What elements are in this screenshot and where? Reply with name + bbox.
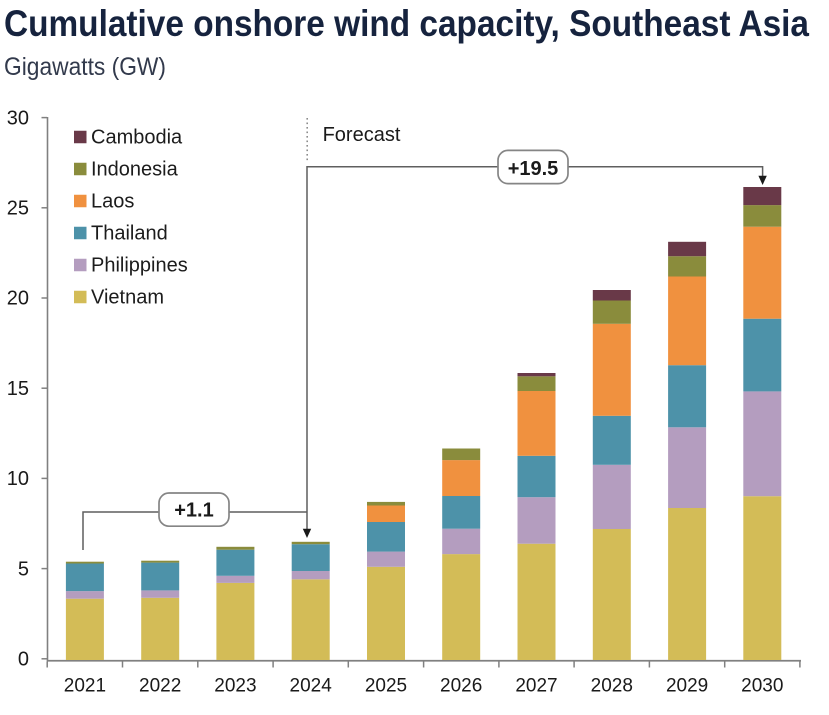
svg-text:Thailand: Thailand bbox=[91, 223, 168, 245]
svg-text:Forecast: Forecast bbox=[323, 124, 401, 146]
svg-text:2030: 2030 bbox=[741, 676, 783, 697]
svg-text:2024: 2024 bbox=[290, 676, 333, 697]
svg-text:2026: 2026 bbox=[440, 676, 482, 697]
svg-text:Indonesia: Indonesia bbox=[91, 159, 179, 181]
svg-text:10: 10 bbox=[7, 468, 29, 490]
svg-text:2021: 2021 bbox=[64, 676, 106, 697]
svg-text:2023: 2023 bbox=[214, 676, 256, 697]
svg-text:0: 0 bbox=[18, 649, 29, 671]
svg-text:30: 30 bbox=[7, 107, 29, 129]
svg-text:Cambodia: Cambodia bbox=[91, 127, 183, 149]
svg-text:Philippines: Philippines bbox=[91, 255, 188, 277]
svg-text:15: 15 bbox=[7, 378, 29, 400]
svg-text:Cumulative onshore wind capaci: Cumulative onshore wind capacity, Southe… bbox=[4, 3, 809, 44]
svg-text:Vietnam: Vietnam bbox=[91, 287, 164, 309]
svg-text:+1.1: +1.1 bbox=[174, 500, 213, 522]
svg-text:2022: 2022 bbox=[139, 676, 181, 697]
svg-text:25: 25 bbox=[7, 198, 29, 220]
svg-text:Gigawatts (GW): Gigawatts (GW) bbox=[4, 53, 166, 81]
svg-text:20: 20 bbox=[7, 288, 29, 310]
svg-text:5: 5 bbox=[18, 558, 29, 580]
svg-text:+19.5: +19.5 bbox=[508, 158, 559, 180]
svg-text:Laos: Laos bbox=[91, 191, 134, 213]
svg-text:2025: 2025 bbox=[365, 676, 407, 697]
svg-text:2029: 2029 bbox=[666, 676, 708, 697]
svg-text:2028: 2028 bbox=[591, 676, 633, 697]
svg-text:2027: 2027 bbox=[515, 676, 557, 697]
